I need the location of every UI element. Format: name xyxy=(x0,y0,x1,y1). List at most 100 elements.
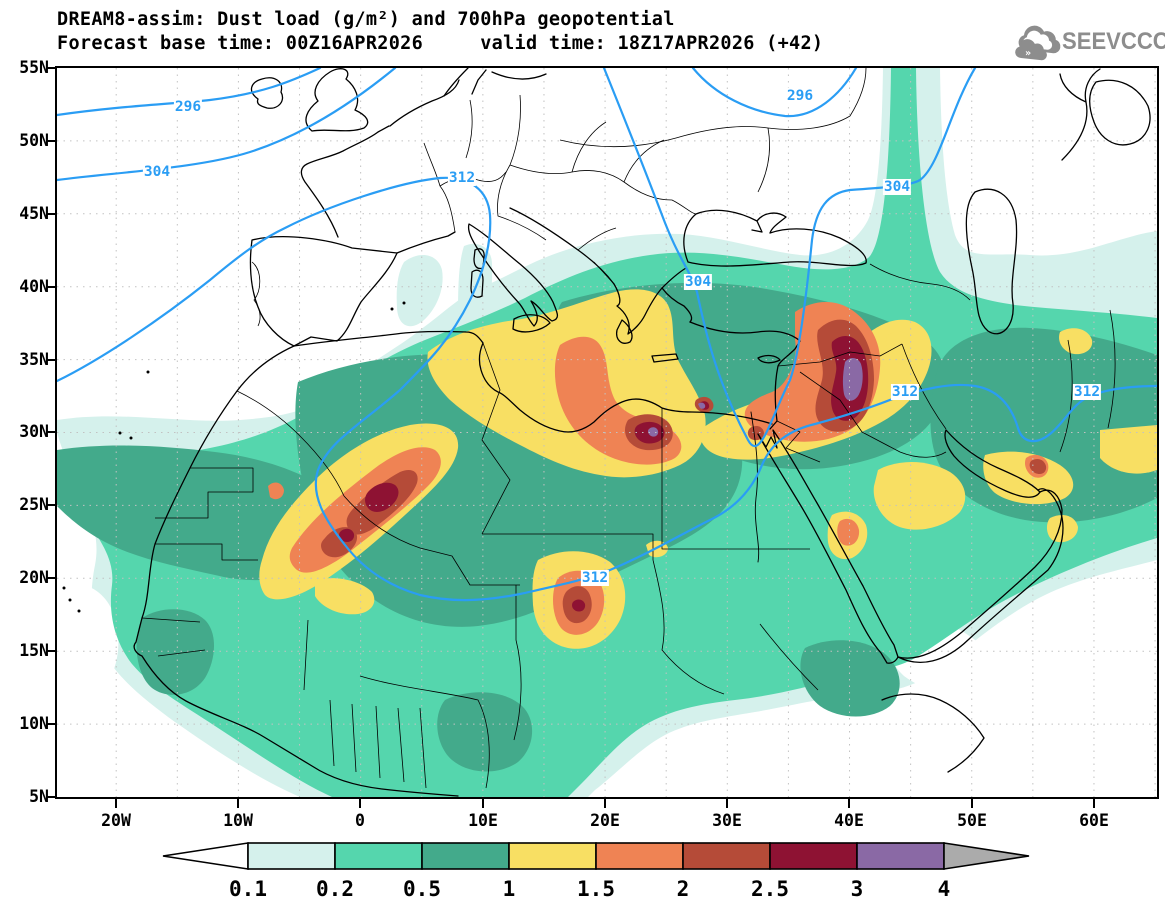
map-frame xyxy=(55,66,1159,799)
coast-france-atlantic xyxy=(300,125,390,238)
lat-label-20N: 20N xyxy=(19,568,49,587)
lon-label-50E: 50E xyxy=(957,811,987,830)
lon-label-10E: 10E xyxy=(468,811,498,830)
colorbar-cell-3 xyxy=(856,842,945,870)
coast-north-europe xyxy=(389,79,460,127)
colorbar-cell-2.5 xyxy=(769,842,858,870)
lat-label-5N: 5N xyxy=(29,787,49,806)
coast-cyprus xyxy=(757,354,781,364)
coast-iberia xyxy=(249,236,398,347)
geopotential-label-304: 304 xyxy=(882,179,912,195)
lat-tick-45N xyxy=(46,213,55,215)
lat-label-35N: 35N xyxy=(19,350,49,369)
colorbar-level-1: 1 xyxy=(503,877,516,901)
coast-arabia xyxy=(897,488,1064,663)
lon-label-40E: 40E xyxy=(834,811,864,830)
lon-label-60E: 60E xyxy=(1079,811,1109,830)
lat-tick-20N xyxy=(46,577,55,579)
lat-tick-25N xyxy=(46,504,55,506)
lat-tick-10N xyxy=(46,723,55,725)
colorbar-svg: 0.1 0.2 0.5 1 1.5 2 2.5 3 4 xyxy=(162,842,1030,901)
coast-crete xyxy=(651,353,679,363)
river-nile xyxy=(750,411,760,563)
seevccc-logo: » SEEVCCC xyxy=(1012,20,1165,62)
coast-peloponnese xyxy=(616,319,633,344)
coast-caspian xyxy=(965,188,1018,335)
chart-subtitle: Forecast base time: 00Z16APR2026 valid t… xyxy=(57,33,824,54)
geopotential-label-312: 312 xyxy=(447,170,477,186)
coastline-layer xyxy=(62,68,1151,797)
cloud-icon: » xyxy=(1015,25,1061,61)
geopotential-label-312: 312 xyxy=(1072,384,1102,400)
lon-tick-20E xyxy=(604,799,606,808)
contour-312-main xyxy=(57,176,1157,602)
lat-tick-55N xyxy=(46,67,55,69)
coast-aegean-turkey xyxy=(661,287,693,323)
geopotential-label-312: 312 xyxy=(890,384,920,400)
map-area: 296 296 304 304 304 312 312 312 312 xyxy=(57,68,1157,797)
contour-296-north xyxy=(691,68,858,118)
lon-tick-0 xyxy=(359,799,361,808)
colorbar-cell-1 xyxy=(508,842,597,870)
colorbar-cell-2 xyxy=(682,842,771,870)
coast-denmark xyxy=(443,68,547,97)
lat-label-30N: 30N xyxy=(19,422,49,441)
colorbar-cell-0.5 xyxy=(421,842,510,870)
lon-tick-30E xyxy=(726,799,728,808)
lat-tick-50N xyxy=(46,140,55,142)
coast-oman xyxy=(897,489,1063,659)
lat-label-50N: 50N xyxy=(19,131,49,150)
lat-tick-35N xyxy=(46,359,55,361)
colorbar-cell-0.1 xyxy=(247,842,336,870)
coast-red-sea xyxy=(757,429,899,664)
dust-level-3 xyxy=(647,358,863,437)
geopotential-label-312: 312 xyxy=(580,570,610,586)
lat-label-45N: 45N xyxy=(19,204,49,223)
lat-label-25N: 25N xyxy=(19,495,49,514)
geopotential-label-296: 296 xyxy=(173,99,203,115)
coast-northeast-lakes xyxy=(1059,68,1151,161)
lon-tick-10W xyxy=(237,799,239,808)
geopotential-label-304: 304 xyxy=(683,274,713,290)
logo-text: SEEVCCC xyxy=(1062,28,1165,55)
coast-horn-of-africa xyxy=(881,693,985,773)
lon-tick-20W xyxy=(115,799,117,808)
colorbar-level-3: 3 xyxy=(851,877,864,901)
contour-296-west xyxy=(57,68,322,117)
colorbar-level-1.5: 1.5 xyxy=(577,877,615,901)
colorbar-level-2.5: 2.5 xyxy=(751,877,789,901)
dust-load-shading-layer xyxy=(57,68,1157,797)
geopotential-label-296: 296 xyxy=(785,88,815,104)
colorbar-cell-1.5 xyxy=(595,842,684,870)
island-dots xyxy=(62,301,406,613)
lon-label-20E: 20E xyxy=(590,811,620,830)
colorbar: 0.1 0.2 0.5 1 1.5 2 2.5 3 4 xyxy=(160,838,1040,904)
colorbar-level-0.1: 0.1 xyxy=(229,877,267,901)
coast-adriatic xyxy=(509,207,615,285)
colorbar-level-0.2: 0.2 xyxy=(316,877,354,901)
geopotential-contour-layer xyxy=(57,68,1157,602)
coast-britain xyxy=(305,68,369,132)
lat-tick-30N xyxy=(46,431,55,433)
colorbar-under-arrow xyxy=(162,842,249,870)
colorbar-cell-0.2 xyxy=(334,842,423,870)
chart-title: DREAM8-assim: Dust load (g/m²) and 700hP… xyxy=(57,9,675,30)
lat-label-55N: 55N xyxy=(19,58,49,77)
lon-tick-40E xyxy=(848,799,850,808)
lon-label-0: 0 xyxy=(355,811,365,830)
coast-sicily xyxy=(512,314,551,333)
lat-tick-40N xyxy=(46,286,55,288)
coast-france-med xyxy=(396,231,456,254)
contour-304-west xyxy=(57,68,397,182)
lon-tick-50E xyxy=(971,799,973,808)
coast-greece xyxy=(613,267,687,335)
lat-label-10N: 10N xyxy=(19,714,49,733)
colorbar-level-2: 2 xyxy=(677,877,690,901)
lat-tick-5N xyxy=(46,796,55,798)
lon-label-10W: 10W xyxy=(223,811,253,830)
lon-label-20W: 20W xyxy=(101,811,131,830)
svg-text:»: » xyxy=(1025,48,1031,59)
coast-black-sea xyxy=(683,209,867,267)
lon-label-30E: 30E xyxy=(712,811,742,830)
